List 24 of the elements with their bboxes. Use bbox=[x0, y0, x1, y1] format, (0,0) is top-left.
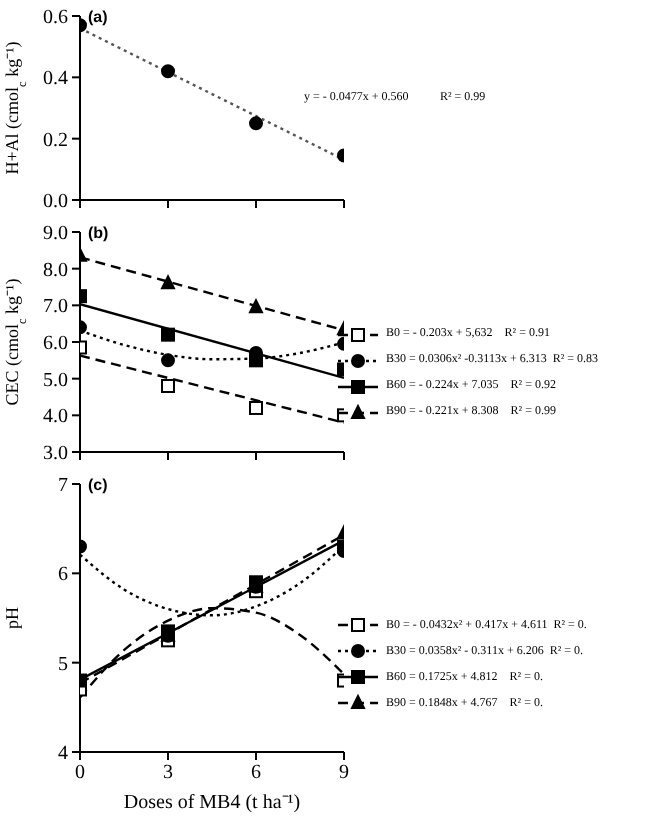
y-tick-label: 5.0 bbox=[43, 369, 68, 392]
x-tick-label: 3 bbox=[163, 762, 173, 785]
y-tick-label: 6.0 bbox=[43, 333, 68, 356]
y-tick-label: 0.4 bbox=[43, 68, 68, 91]
y-tick-label: 0.2 bbox=[43, 129, 68, 152]
y-axis-title: pH bbox=[2, 606, 22, 629]
y-tick-label: 7 bbox=[58, 475, 68, 498]
y-tick-label: 3.0 bbox=[43, 443, 68, 466]
chart-title: (b) bbox=[88, 224, 109, 242]
x-tick-label: 6 bbox=[251, 762, 261, 785]
y-tick-label: 6 bbox=[58, 564, 68, 587]
y-tick-label: 7.0 bbox=[43, 296, 68, 319]
x-axis-title: Doses of MB4 (t ha⁻¹) bbox=[123, 792, 301, 814]
y-tick-label: 5 bbox=[58, 653, 68, 676]
y-tick-label: 8.0 bbox=[43, 259, 68, 282]
y-tick-label: 4.0 bbox=[43, 406, 68, 429]
y-tick-label: 0.6 bbox=[43, 7, 68, 30]
chart-title: (a) bbox=[88, 8, 108, 26]
y-tick-label: 9.0 bbox=[43, 223, 68, 246]
chart-title: (c) bbox=[88, 476, 108, 494]
y-tick-label: 0.0 bbox=[43, 191, 68, 214]
x-tick-label: 0 bbox=[75, 762, 85, 785]
x-tick-label: 9 bbox=[339, 762, 349, 785]
y-tick-label: 4 bbox=[58, 743, 68, 766]
